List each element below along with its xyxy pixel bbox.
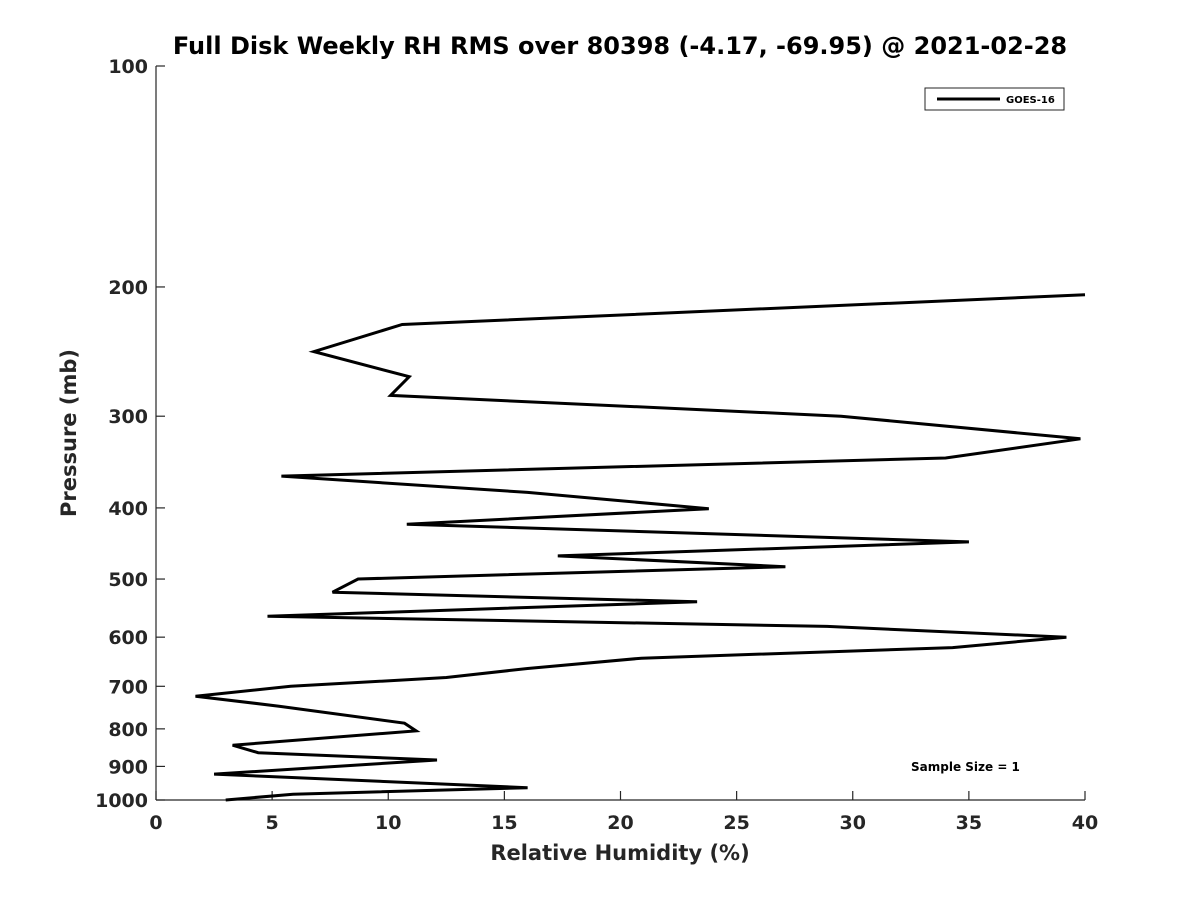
y-axis-label: Pressure (mb) bbox=[57, 349, 81, 517]
y-tick-label: 700 bbox=[108, 676, 148, 698]
x-tick-label: 30 bbox=[840, 812, 866, 834]
x-tick-label: 20 bbox=[607, 812, 633, 834]
x-tick-label: 35 bbox=[956, 812, 982, 834]
y-tick-label: 900 bbox=[108, 756, 148, 778]
axes bbox=[155, 66, 1085, 801]
sample-size-annotation: Sample Size = 1 bbox=[911, 760, 1020, 774]
y-tick-label: 200 bbox=[108, 277, 148, 299]
legend-label-goes-16: GOES-16 bbox=[1006, 95, 1055, 106]
y-tick-label: 400 bbox=[108, 498, 148, 520]
y-tick-label: 500 bbox=[108, 569, 148, 591]
x-tick-label: 40 bbox=[1072, 812, 1098, 834]
series-layer bbox=[195, 293, 1086, 802]
y-tick-label: 800 bbox=[108, 719, 148, 741]
x-tick-label: 15 bbox=[491, 812, 517, 834]
ticks: 0 5 10 15 20 25 30 35 40 100 200 300 400 500 600 700 800… bbox=[95, 56, 1098, 834]
y-tick-label: 600 bbox=[108, 627, 148, 649]
legend: GOES-16 bbox=[924, 87, 1065, 111]
x-axis-label: Relative Humidity (%) bbox=[490, 841, 749, 865]
x-tick-label: 0 bbox=[149, 812, 162, 834]
y-tick-label: 1000 bbox=[95, 790, 148, 812]
series-line-goes-16 bbox=[195, 293, 1086, 802]
chart-title: Full Disk Weekly RH RMS over 80398 (-4.1… bbox=[173, 32, 1067, 60]
y-tick-label: 100 bbox=[108, 56, 148, 78]
x-tick-label: 25 bbox=[723, 812, 749, 834]
y-tick-label: 300 bbox=[108, 406, 148, 428]
x-tick-label: 10 bbox=[375, 812, 401, 834]
x-tick-label: 5 bbox=[266, 812, 279, 834]
